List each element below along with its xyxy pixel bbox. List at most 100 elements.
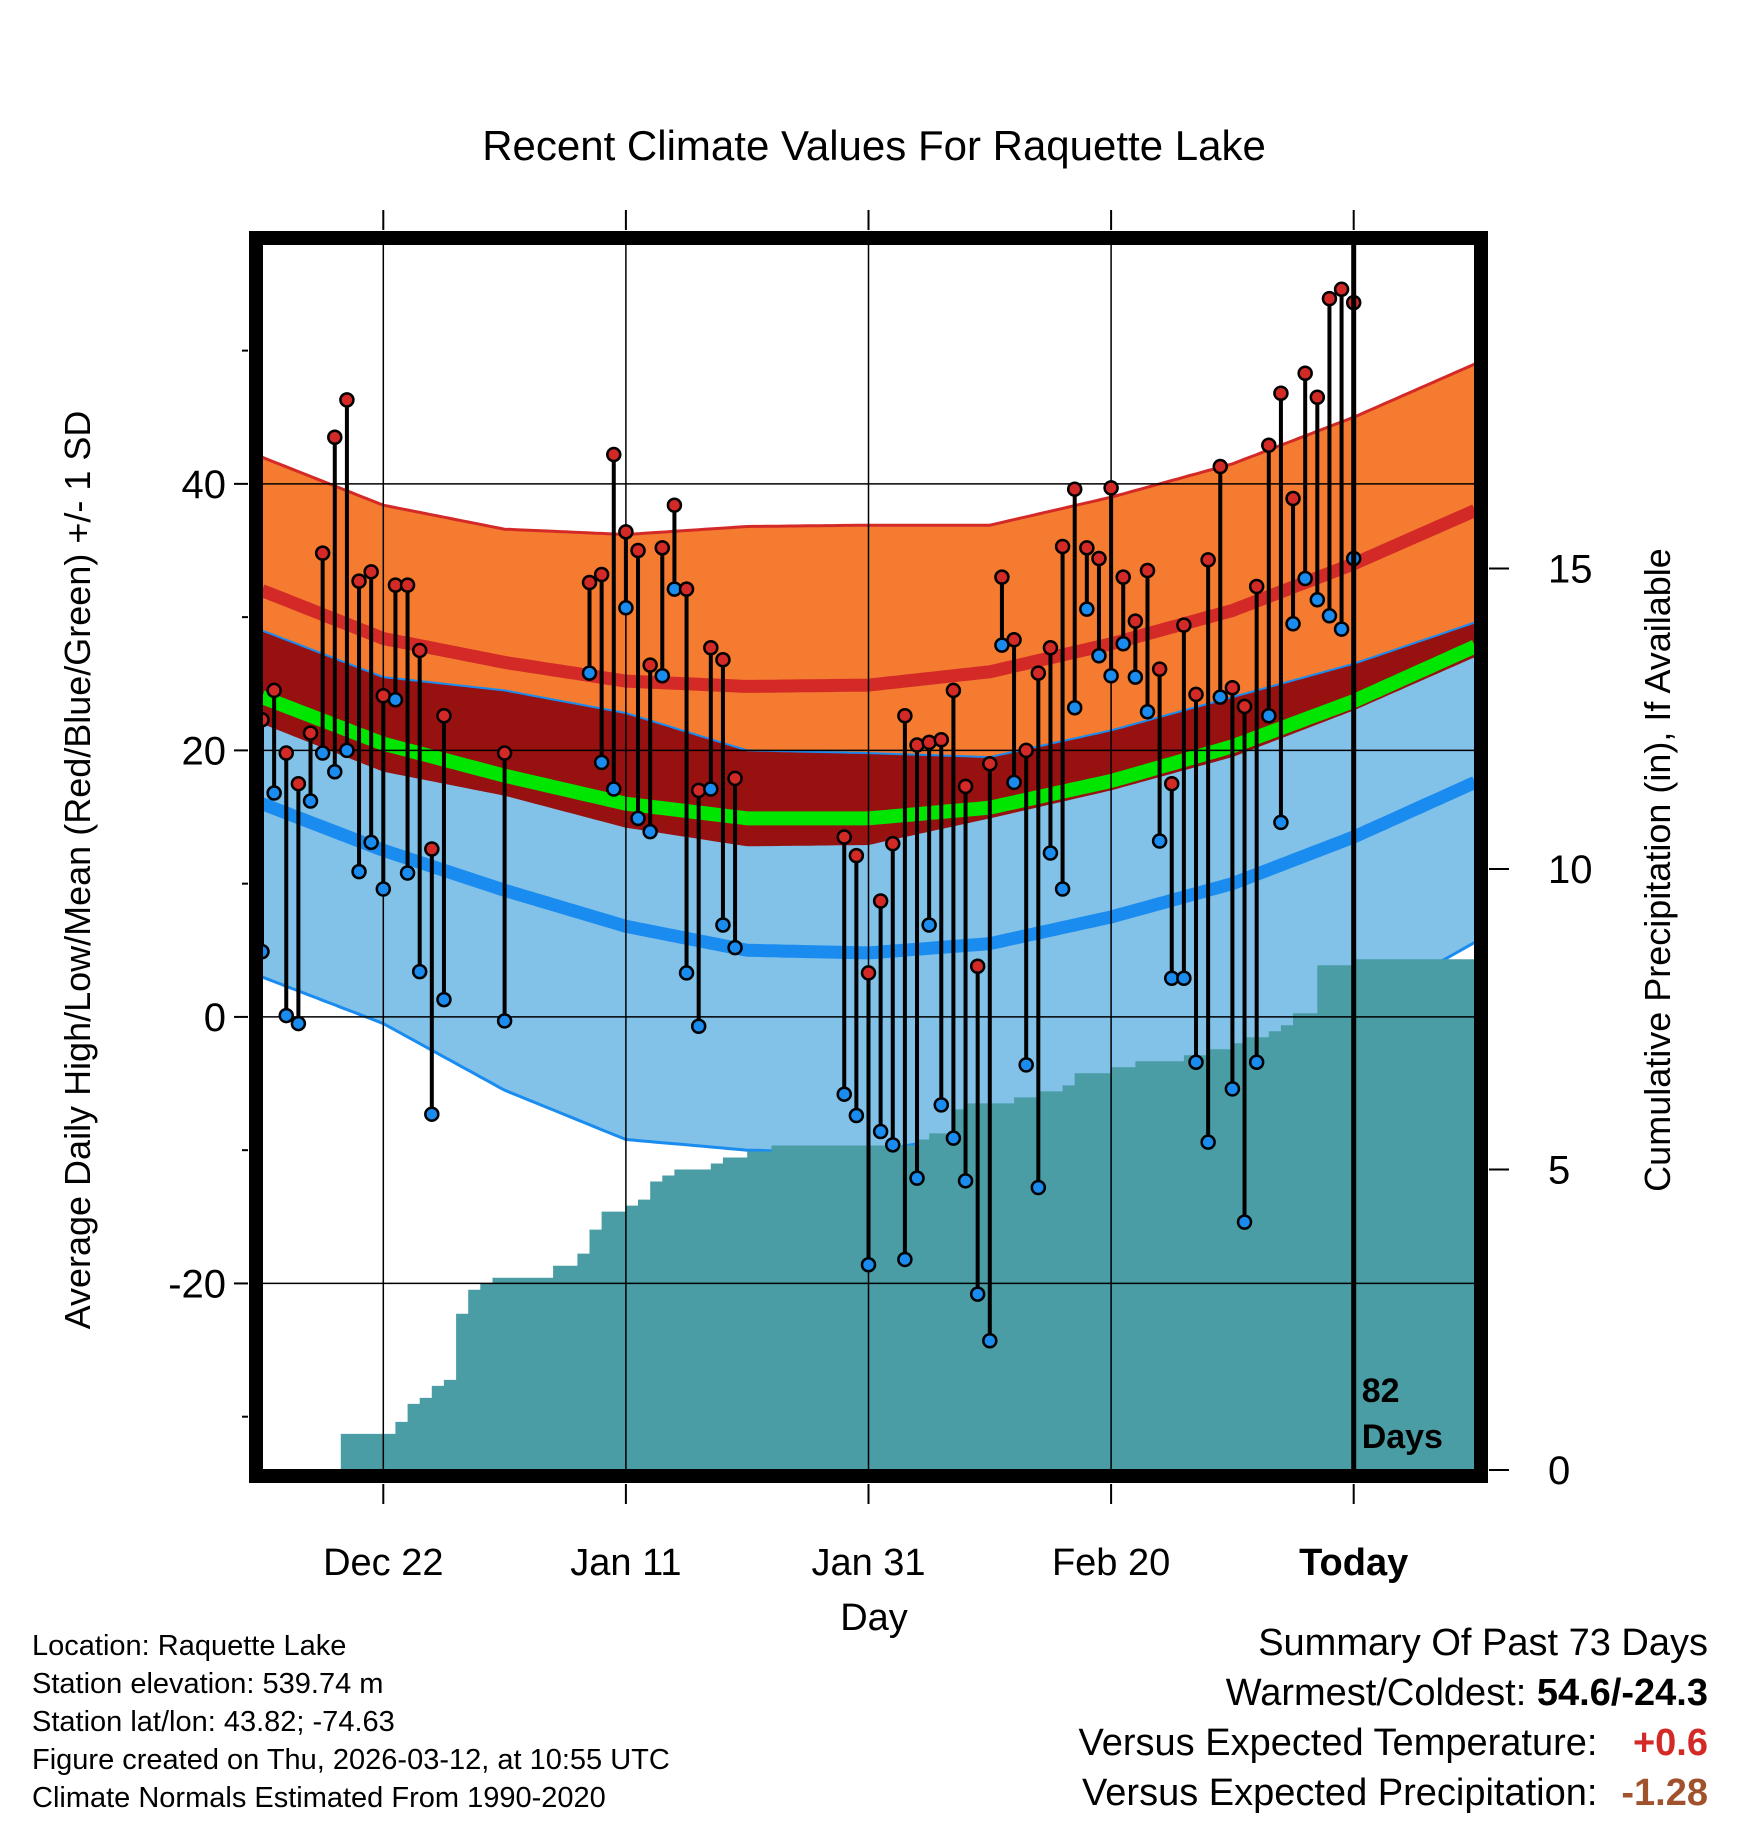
daily-high-point — [1091, 550, 1107, 567]
daily-low-point — [1188, 1054, 1204, 1070]
daily-low-point — [678, 965, 695, 981]
daily-high-point — [1176, 617, 1192, 633]
daily-high-point — [1079, 540, 1095, 556]
daily-low-point — [1139, 703, 1156, 720]
daily-low-point — [278, 1007, 295, 1024]
daily-low-point — [387, 692, 404, 708]
daily-high-point — [642, 657, 658, 673]
daily-low-point — [1091, 648, 1107, 664]
daily-low-point — [1103, 668, 1119, 684]
daily-low-point — [1309, 592, 1326, 608]
daily-high-point — [290, 775, 307, 792]
y2-tick-label: 0 — [1548, 1449, 1570, 1493]
precip-anomaly-value: -1.28 — [1621, 1772, 1708, 1814]
daily-low-point — [1236, 1214, 1253, 1230]
daily-high-point — [314, 545, 331, 561]
daily-low-point — [1176, 970, 1192, 987]
daily-low-point — [424, 1106, 440, 1122]
temp-anomaly-value: +0.6 — [1632, 1722, 1708, 1764]
daily-high-point — [1103, 480, 1119, 496]
daily-low-point — [727, 939, 743, 956]
station-info: Location: Raquette Lake Station elevatio… — [32, 1627, 670, 1817]
elevation-text: Station elevation: 539.74 m — [32, 1668, 384, 1700]
daily-low-point — [957, 1173, 974, 1189]
days-count-number: 82 — [1362, 1372, 1400, 1410]
daily-high-point — [363, 564, 379, 580]
daily-low-point — [1079, 601, 1095, 617]
daily-low-point — [1127, 669, 1144, 685]
daily-high-point — [982, 755, 998, 772]
daily-high-point — [860, 965, 877, 981]
daily-low-point — [897, 1251, 913, 1268]
daily-low-point — [411, 963, 428, 980]
daily-low-point — [399, 865, 416, 881]
daily-low-point — [339, 742, 355, 759]
daily-high-point — [1297, 365, 1313, 382]
daily-low-point — [654, 668, 671, 684]
daily-low-point — [690, 1018, 707, 1034]
daily-high-point — [727, 770, 743, 787]
daily-high-point — [339, 392, 355, 408]
daily-low-point — [872, 1123, 889, 1140]
daily-high-point — [933, 731, 950, 748]
daily-low-point — [1212, 689, 1229, 705]
daily-high-point — [703, 640, 719, 656]
daily-low-point — [327, 763, 343, 780]
daily-high-point — [666, 497, 683, 513]
latlon-text: Station lat/lon: 43.82; -74.63 — [32, 1706, 395, 1738]
daily-high-point — [969, 958, 986, 975]
daily-high-point — [262, 711, 270, 728]
daily-low-point — [363, 834, 379, 851]
daily-high-point — [872, 893, 889, 909]
daily-high-point — [678, 581, 695, 597]
daily-high-point — [302, 725, 319, 741]
daily-high-point — [593, 566, 610, 583]
daily-low-point — [1006, 774, 1022, 791]
daily-low-point — [1066, 699, 1083, 716]
y2-tick-label: 5 — [1548, 1149, 1570, 1193]
daily-high-point — [278, 745, 295, 761]
daily-high-point — [885, 835, 901, 852]
daily-low-point — [1273, 814, 1289, 831]
warmest-coldest-value: 54.6/-24.3 — [1536, 1672, 1708, 1714]
x-tick-label: Jan 11 — [570, 1542, 681, 1584]
daily-low-point — [848, 1107, 865, 1124]
daily-low-point — [436, 991, 452, 1008]
daily-high-point — [957, 778, 974, 795]
daily-low-point — [1200, 1134, 1216, 1150]
x-tick-label: Jan 31 — [811, 1542, 925, 1584]
location-text: Location: Raquette Lake — [32, 1630, 347, 1662]
daily-high-point — [1236, 698, 1253, 715]
daily-low-point — [302, 793, 319, 809]
daily-low-point — [1321, 608, 1338, 624]
daily-high-point — [581, 574, 598, 591]
daily-high-point — [1030, 665, 1047, 681]
daily-low-point — [909, 1170, 925, 1186]
daily-high-point — [1200, 552, 1216, 568]
daily-high-point — [1018, 742, 1034, 759]
daily-low-point — [606, 781, 622, 797]
plot-area — [262, 244, 1475, 1470]
daily-high-point — [1261, 437, 1277, 453]
plot-frame — [249, 231, 1488, 1483]
daily-low-point — [1030, 1179, 1047, 1196]
daily-high-point — [630, 542, 646, 559]
daily-high-point — [436, 707, 452, 724]
y-tick-label: 20 — [182, 729, 227, 773]
daily-high-point — [654, 540, 671, 556]
x-tick-label: Today — [1299, 1542, 1408, 1584]
daily-high-point — [1188, 686, 1204, 703]
daily-low-point — [290, 1015, 307, 1032]
daily-low-point — [945, 1130, 962, 1146]
warmest-coldest-label: Warmest/Coldest: — [1225, 1672, 1527, 1714]
daily-low-point — [715, 917, 731, 933]
precip-area — [339, 959, 1475, 1470]
daily-low-point — [1297, 570, 1313, 587]
daily-low-point — [885, 1137, 901, 1153]
daily-high-point — [1224, 680, 1241, 696]
daily-high-point — [351, 573, 367, 589]
daily-low-point — [703, 781, 719, 797]
y2-tick-label: 15 — [1548, 548, 1593, 592]
daily-high-point — [1333, 281, 1350, 298]
daily-high-point — [496, 745, 513, 761]
